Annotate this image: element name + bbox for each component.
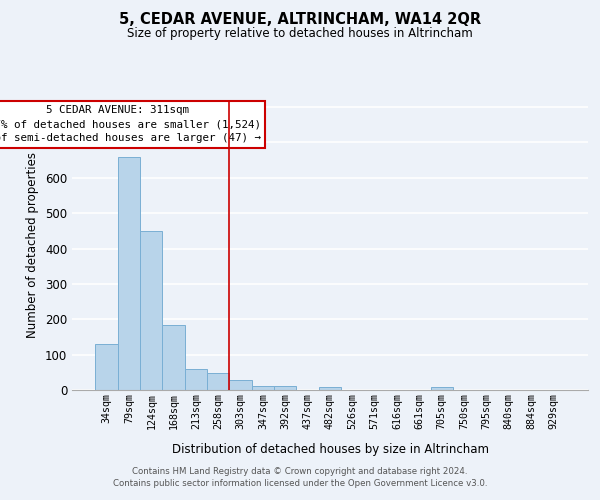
Y-axis label: Number of detached properties: Number of detached properties: [26, 152, 40, 338]
Bar: [319, 387, 341, 390]
Text: Contains HM Land Registry data © Crown copyright and database right 2024.: Contains HM Land Registry data © Crown c…: [132, 468, 468, 476]
Text: Size of property relative to detached houses in Altrincham: Size of property relative to detached ho…: [127, 28, 473, 40]
Bar: [185, 369, 207, 390]
Bar: [163, 326, 185, 390]
Text: 5, CEDAR AVENUE, ALTRINCHAM, WA14 2QR: 5, CEDAR AVENUE, ALTRINCHAM, WA14 2QR: [119, 12, 481, 28]
Bar: [431, 387, 453, 390]
Text: Contains public sector information licensed under the Open Government Licence v3: Contains public sector information licen…: [113, 479, 487, 488]
Bar: [252, 386, 274, 390]
Bar: [118, 156, 140, 390]
Bar: [140, 231, 163, 390]
Text: 5 CEDAR AVENUE: 311sqm
← 97% of detached houses are smaller (1,524)
3% of semi-d: 5 CEDAR AVENUE: 311sqm ← 97% of detached…: [0, 106, 261, 144]
Text: Distribution of detached houses by size in Altrincham: Distribution of detached houses by size …: [172, 442, 488, 456]
Bar: [207, 372, 229, 390]
Bar: [229, 380, 252, 390]
Bar: [95, 344, 118, 390]
Bar: [274, 386, 296, 390]
